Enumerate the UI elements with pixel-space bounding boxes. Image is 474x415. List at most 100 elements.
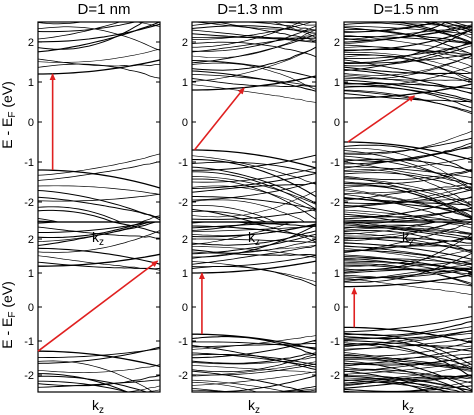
conduction-band-36: [344, 226, 472, 239]
y-tick-label: -1: [24, 336, 34, 348]
valence-band-23: [344, 188, 472, 218]
x-axis-label-r1-c1: kz: [248, 397, 260, 415]
conduction-band-13: [344, 69, 472, 95]
valence-band-21: [192, 345, 316, 370]
y-tick-label: -2: [24, 197, 34, 209]
conduction-band-44: [432, 22, 472, 39]
conduction-band-5: [344, 83, 472, 90]
conduction-band-33: [344, 230, 472, 253]
conduction-band-37: [344, 25, 472, 35]
valence-band-11: [38, 153, 160, 176]
conduction-band-14: [344, 66, 472, 75]
valence-band-10: [344, 207, 472, 218]
conduction-band-5: [38, 23, 160, 43]
valence-band-11: [344, 381, 463, 392]
valence-band-21: [192, 161, 316, 174]
valence-band-31: [344, 353, 472, 371]
y-tick-label: 1: [182, 268, 188, 280]
x-axis-label-r0-c0: kz: [92, 229, 104, 248]
valence-band-20: [192, 166, 316, 204]
conduction-band-17: [192, 29, 316, 43]
valence-band-20: [344, 370, 450, 392]
valence-band-22: [344, 190, 472, 218]
y-tick-label: 0: [28, 302, 34, 314]
valence-band-44: [344, 320, 472, 336]
valence-band-2: [274, 388, 316, 392]
conduction-band-11: [192, 25, 316, 52]
valence-band-39: [344, 142, 472, 162]
panel-row1-col2: -2 -1 0 1 2: [178, 21, 317, 223]
conduction-band-2: [344, 89, 472, 115]
valence-band-16: [344, 375, 431, 392]
y-tick-label: -1: [178, 157, 188, 169]
conduction-band-23: [273, 22, 316, 26]
valence-band-edge: [192, 333, 316, 351]
conduction-band-14: [192, 224, 316, 236]
valence-band-4: [38, 209, 115, 222]
y-tick-label: 1: [182, 77, 188, 89]
valence-band-5: [38, 206, 121, 222]
conduction-band-31: [344, 222, 438, 235]
valence-band-7: [192, 381, 259, 392]
valence-band-26: [344, 360, 468, 392]
conduction-band-12: [192, 22, 302, 48]
valence-band-20: [344, 194, 463, 222]
y-tick-label: -2: [178, 370, 188, 382]
conduction-band-2: [38, 230, 160, 253]
panel-row1-col3: -2 -1 0 1 2: [330, 21, 473, 223]
y-tick-label: -2: [178, 197, 188, 209]
y-tick-label: 0: [182, 117, 188, 129]
conduction-band-6: [192, 233, 316, 255]
conduction-band-4: [192, 70, 316, 92]
valence-band-13: [192, 365, 316, 373]
valence-band-edge: [344, 141, 472, 161]
valence-band-33: [344, 169, 472, 206]
valence-band-10: [38, 161, 160, 181]
valence-band-edge: [344, 326, 472, 344]
valence-band-11: [192, 370, 308, 392]
conduction-band-7: [192, 33, 316, 64]
conduction-band-8: [38, 226, 160, 239]
conduction-band-7: [38, 222, 154, 234]
y-tick-label: -1: [178, 336, 188, 348]
conduction-band-1: [192, 255, 316, 268]
conduction-band-7: [38, 22, 138, 33]
valence-band-8: [38, 190, 160, 221]
conduction-band-1: [38, 48, 160, 63]
conduction-band-34: [344, 22, 440, 33]
valence-band-14: [192, 185, 316, 212]
conduction-band-26: [344, 242, 472, 247]
valence-band-15: [192, 167, 316, 183]
valence-band-5: [192, 387, 236, 392]
conduction-band-5: [192, 46, 316, 71]
conduction-band-32: [344, 232, 472, 254]
conduction-band-36: [344, 26, 472, 44]
valence-band-4: [192, 389, 236, 392]
valence-band-44: [344, 148, 472, 189]
valence-band-5: [38, 380, 130, 392]
conduction-band-28: [344, 26, 472, 43]
conduction-band-11: [110, 222, 160, 234]
valence-band-18: [192, 171, 316, 210]
conduction-band-6: [38, 222, 146, 239]
x-axis-label-r1-c0: kz: [92, 397, 104, 415]
valence-band-11: [344, 211, 441, 222]
valence-band-35: [344, 166, 472, 179]
valence-band-29: [344, 177, 472, 218]
conduction-band-7: [344, 79, 472, 102]
valence-band-20: [192, 343, 316, 348]
y-tick-label: 0: [28, 117, 34, 129]
valence-band-19: [192, 154, 316, 171]
conduction-band-5: [38, 222, 151, 242]
valence-band-39: [344, 339, 472, 352]
conduction-band-edge: [344, 83, 472, 99]
conduction-band-32: [344, 34, 472, 55]
valence-band-22: [192, 159, 316, 198]
conduction-band-40: [349, 222, 472, 236]
gap-transition-arrow: [193, 87, 245, 151]
valence-band-10: [38, 360, 154, 392]
valence-band-edge: [38, 350, 160, 368]
panel-row2-col3: -2 -1 0 1 2: [330, 221, 473, 393]
conduction-band-21: [213, 22, 316, 42]
conduction-band-3: [38, 247, 160, 265]
